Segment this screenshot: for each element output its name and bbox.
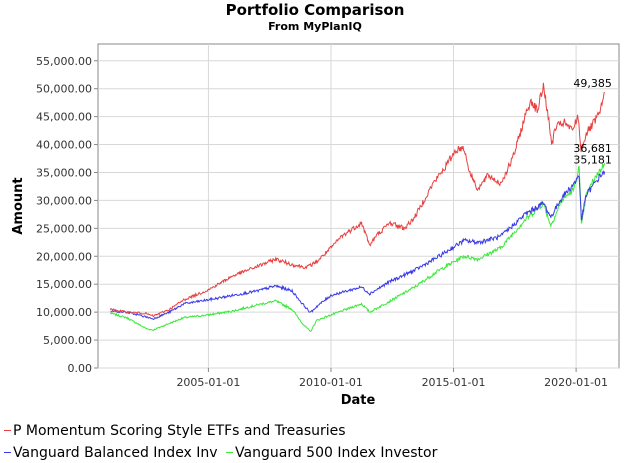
y-tick-label: 35,000.00 (36, 166, 92, 179)
y-tick-label: 20,000.00 (36, 250, 92, 263)
y-axis-label: Amount (11, 177, 26, 234)
x-tick-label: 2015-01-01 (422, 376, 486, 389)
y-tick-label: 45,000.00 (36, 111, 92, 124)
series-balanced (110, 170, 606, 320)
y-tick-label: 55,000.00 (36, 55, 92, 68)
y-tick-label: 30,000.00 (36, 194, 92, 207)
x-axis-label: Date (341, 393, 376, 408)
y-tick-label: 0.00 (68, 362, 93, 375)
legend-item-momentum[interactable]: P Momentum Scoring Style ETFs and Treasu… (0, 423, 346, 439)
legend-swatch-balanced (4, 452, 11, 453)
y-tick-label: 40,000.00 (36, 139, 92, 152)
chart-plot: 0.00 5,000.00 10,000.00 15,000.00 20,000.00 2… (11, 43, 620, 408)
y-tick-label: 15,000.00 (36, 278, 92, 291)
legend-swatch-sp500 (226, 452, 234, 453)
legend-label-sp500: Vanguard 500 Index Investor (235, 444, 438, 461)
legend-item-balanced[interactable]: Vanguard Balanced Index Inv (0, 445, 218, 461)
legend-item-sp500[interactable]: Vanguard 500 Index Investor (222, 445, 437, 461)
chart-subtitle: From MyPlanIQ (268, 20, 362, 33)
series-momentum (109, 82, 606, 318)
legend-label-momentum: P Momentum Scoring Style ETFs and Treasu… (13, 422, 346, 439)
grid-lines (98, 44, 619, 369)
end-label-sp500: 36,681 (573, 142, 612, 155)
legend-row-1: P Momentum Scoring Style ETFs and Treasu… (0, 419, 630, 439)
y-axis-ticks: 0.00 5,000.00 10,000.00 15,000.00 20,000.00 2… (36, 55, 98, 375)
legend-swatch-momentum (4, 430, 11, 431)
x-tick-label: 2005-01-01 (176, 376, 240, 389)
y-tick-label: 5,000.00 (43, 334, 92, 347)
y-tick-label: 50,000.00 (36, 83, 92, 96)
plot-area (97, 43, 620, 369)
end-label-momentum: 49,385 (573, 77, 612, 90)
series-layer (109, 82, 606, 333)
y-tick-label: 10,000.00 (36, 306, 92, 319)
x-tick-label: 2020-01-01 (544, 376, 608, 389)
series-sp500 (110, 162, 606, 333)
x-tick-label: 2010-01-01 (299, 376, 363, 389)
legend-label-balanced: Vanguard Balanced Index Inv (13, 444, 218, 461)
y-tick-label: 25,000.00 (36, 222, 92, 235)
chart-title: Portfolio Comparison (225, 1, 405, 19)
end-label-balanced: 35,181 (573, 153, 612, 166)
legend-row-2: Vanguard Balanced Index Inv Vanguard 500… (0, 441, 630, 461)
x-axis-ticks: 2005-01-01 2010-01-01 2015-01-01 2020-01-01 (176, 368, 608, 389)
